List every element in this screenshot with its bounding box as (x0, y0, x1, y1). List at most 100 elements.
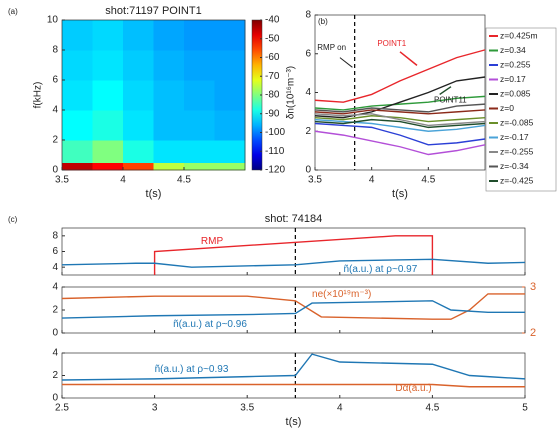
legend-label: z=0.17 (500, 74, 526, 84)
y-tick-label: 2 (52, 370, 58, 381)
heat-cell (123, 140, 154, 163)
y-tick-label: 4 (52, 262, 58, 273)
heat-cell (62, 20, 93, 51)
y-tick-label: 0 (52, 165, 58, 176)
legend-label: z=-0.425 (500, 175, 534, 185)
series-line (314, 49, 486, 103)
y-tick-label: 8 (52, 230, 58, 241)
x-tick-label: 4.5 (421, 175, 435, 186)
series-label: ñ(a.u.) at ρ~0.93 (155, 364, 229, 375)
annotation: POINT11 (434, 95, 467, 104)
arrow (339, 57, 353, 68)
legend-label: z=0.255 (500, 59, 531, 69)
y-tick-label: 6 (52, 75, 58, 86)
series-label: ne(×10¹⁹m⁻³) (312, 289, 371, 300)
y-tick-label: 2 (52, 305, 58, 316)
arrow (399, 51, 418, 66)
heat-cell (214, 80, 246, 111)
heat-cell (123, 80, 154, 111)
colorbar-tick-label: -60 (265, 52, 280, 63)
series-line (314, 115, 486, 123)
heat-cell (92, 162, 124, 171)
heat-cell (153, 140, 185, 163)
heat-cell (214, 110, 246, 141)
legend-label: z=-0.085 (500, 117, 534, 127)
heat-cell (153, 110, 185, 141)
series-line (314, 103, 486, 113)
series-line (314, 76, 486, 119)
x-tick-label: 4.5 (425, 403, 439, 414)
colorbar-tick-label: -70 (265, 71, 280, 82)
plot-frame (61, 227, 526, 276)
legend-label: z=-0.255 (500, 146, 534, 156)
panel-label: (c) (8, 215, 18, 224)
legend-label: z=0.34 (500, 45, 526, 55)
series-line (314, 109, 486, 115)
x-tick-label: 4 (369, 175, 375, 186)
colorbar-tick-label: -80 (265, 90, 280, 101)
heat-cell (214, 20, 246, 51)
y-tick-label: 4 (52, 105, 58, 116)
colorbar-tick-label: -50 (265, 33, 280, 44)
y-tick-label: 0 (52, 328, 58, 339)
series-label: RMP (201, 236, 224, 247)
legend-label: z=0.085 (500, 88, 531, 98)
y-tick-label: 6 (305, 48, 311, 59)
y-axis-label: f(kHz) (33, 82, 44, 109)
series-line (62, 383, 525, 388)
series-line (314, 118, 486, 132)
series-line (314, 118, 486, 129)
heat-cell (153, 80, 185, 111)
series-line (61, 353, 526, 381)
series-line (314, 113, 486, 127)
series-label: ñ(a.u.) at ρ~0.97 (344, 264, 418, 275)
y-tick-label: 0 (305, 165, 311, 176)
heat-cell (214, 140, 246, 163)
heat-cell (184, 110, 215, 141)
chart-title: shot: 74184 (265, 213, 323, 225)
panel-label: (b) (318, 17, 328, 26)
series-line (314, 122, 486, 146)
x-axis-label: t(s) (392, 188, 408, 200)
x-tick-label: 4 (337, 403, 343, 414)
series-line (314, 130, 486, 156)
legend-label: z=0 (500, 103, 514, 113)
x-tick-label: 2.5 (55, 403, 69, 414)
y-tick-label: 2 (52, 135, 58, 146)
heat-cell (184, 140, 215, 163)
heat-cell (214, 162, 246, 171)
series-line (153, 235, 434, 275)
heat-cell (214, 50, 246, 81)
y-axis-label: δn(10¹⁶m⁻³) (286, 66, 297, 119)
y-tick-label: 0 (52, 393, 58, 404)
heat-cell (92, 140, 124, 163)
legend-label: z=0.425m (500, 30, 538, 40)
heat-cell (123, 50, 154, 81)
heat-cell (184, 20, 215, 51)
x-tick-label: 5 (522, 403, 528, 414)
y-tick-label: 4 (52, 282, 58, 293)
colorbar-tick-label: -40 (265, 15, 280, 26)
x-axis-label: t(s) (146, 188, 162, 200)
heat-cell (62, 80, 93, 111)
x-tick-label: 4 (120, 175, 126, 186)
heat-cell (62, 50, 93, 81)
heat-cell (62, 140, 93, 163)
heat-cell (62, 162, 93, 171)
heat-cell (123, 20, 154, 51)
y-tick-label: 2 (305, 126, 311, 137)
y-tick-label: 8 (52, 45, 58, 56)
series-line (61, 258, 526, 268)
heat-cell (62, 110, 93, 141)
y-tick-label: 8 (305, 10, 311, 21)
x-tick-label: 3.5 (55, 175, 69, 186)
heat-cell (184, 80, 215, 111)
annotation: RMP on (317, 43, 346, 52)
legend-label: z=-0.34 (500, 161, 529, 171)
heat-cell (123, 110, 154, 141)
x-axis-label: t(s) (286, 416, 302, 428)
series-label: ñ(a.u.) at ρ~0.96 (173, 319, 247, 330)
legend-frame (485, 27, 557, 192)
y2-tick-label: 3 (530, 281, 536, 293)
legend-label: z=-0.17 (500, 132, 529, 142)
